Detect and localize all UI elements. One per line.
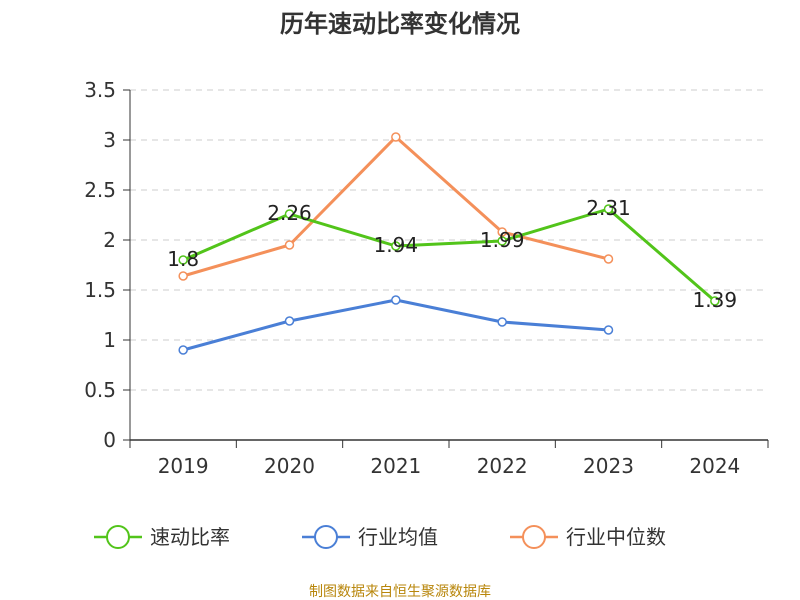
data-point — [284, 209, 295, 219]
x-tick-label: 2021 — [370, 454, 421, 478]
x-tick-label: 2024 — [689, 454, 740, 478]
data-label: 2.31 — [586, 196, 631, 220]
x-tick-label: 2022 — [477, 454, 528, 478]
data-point — [710, 296, 720, 306]
legend-marker — [522, 525, 546, 549]
data-label: 1.39 — [693, 288, 738, 312]
series-line — [181, 298, 610, 352]
data-point — [497, 227, 507, 237]
legend-marker — [314, 525, 338, 549]
x-tick-label: 2023 — [583, 454, 634, 478]
y-tick-label: 2.5 — [84, 178, 116, 202]
legend-label: 速动比率 — [150, 525, 230, 549]
data-labels: 1.8 2.26 1.94 1.99 2.31 1.39 — [167, 196, 737, 312]
data-point — [603, 254, 614, 264]
legend[interactable]: 速动比率 行业均值 行业中位数 — [94, 525, 666, 549]
series-line — [181, 207, 717, 303]
chart-title: 历年速动比率变化情况 — [280, 10, 520, 38]
data-point — [391, 241, 401, 251]
legend-label: 行业均值 — [358, 525, 438, 549]
data-point — [178, 271, 188, 281]
y-tick-label: 0.5 — [84, 378, 116, 402]
grid-lines — [130, 89, 768, 391]
data-point — [178, 345, 188, 355]
source-note: 制图数据来自恒生聚源数据库 — [309, 584, 491, 600]
y-tick-label: 3 — [103, 128, 116, 152]
data-label: 1.94 — [374, 233, 419, 257]
x-tick-label: 2020 — [264, 454, 315, 478]
data-point — [178, 255, 188, 265]
data-label: 1.8 — [167, 247, 199, 271]
y-tick-label: 2 — [103, 228, 116, 252]
axes: 0 0.5 1 1.5 2 2.5 3 3.5 2019 2020 2021 2022 2023 2024 — [84, 78, 769, 478]
y-tick-label: 0 — [103, 428, 116, 452]
data-point — [391, 132, 401, 142]
data-point — [391, 295, 401, 305]
data-point — [497, 317, 507, 327]
x-tick-label: 2019 — [158, 454, 209, 478]
series-lines — [178, 132, 720, 355]
y-tick-label: 1 — [103, 328, 116, 352]
legend-marker — [106, 525, 130, 549]
y-tick-label: 1.5 — [84, 278, 116, 302]
legend-label: 行业中位数 — [566, 525, 666, 549]
data-point — [284, 316, 295, 326]
data-point — [603, 204, 614, 214]
data-point — [497, 236, 507, 246]
data-point — [284, 240, 295, 250]
y-tick-label: 3.5 — [84, 78, 116, 102]
data-point — [603, 325, 614, 335]
data-label: 1.99 — [480, 228, 525, 252]
data-label: 2.26 — [267, 201, 312, 225]
